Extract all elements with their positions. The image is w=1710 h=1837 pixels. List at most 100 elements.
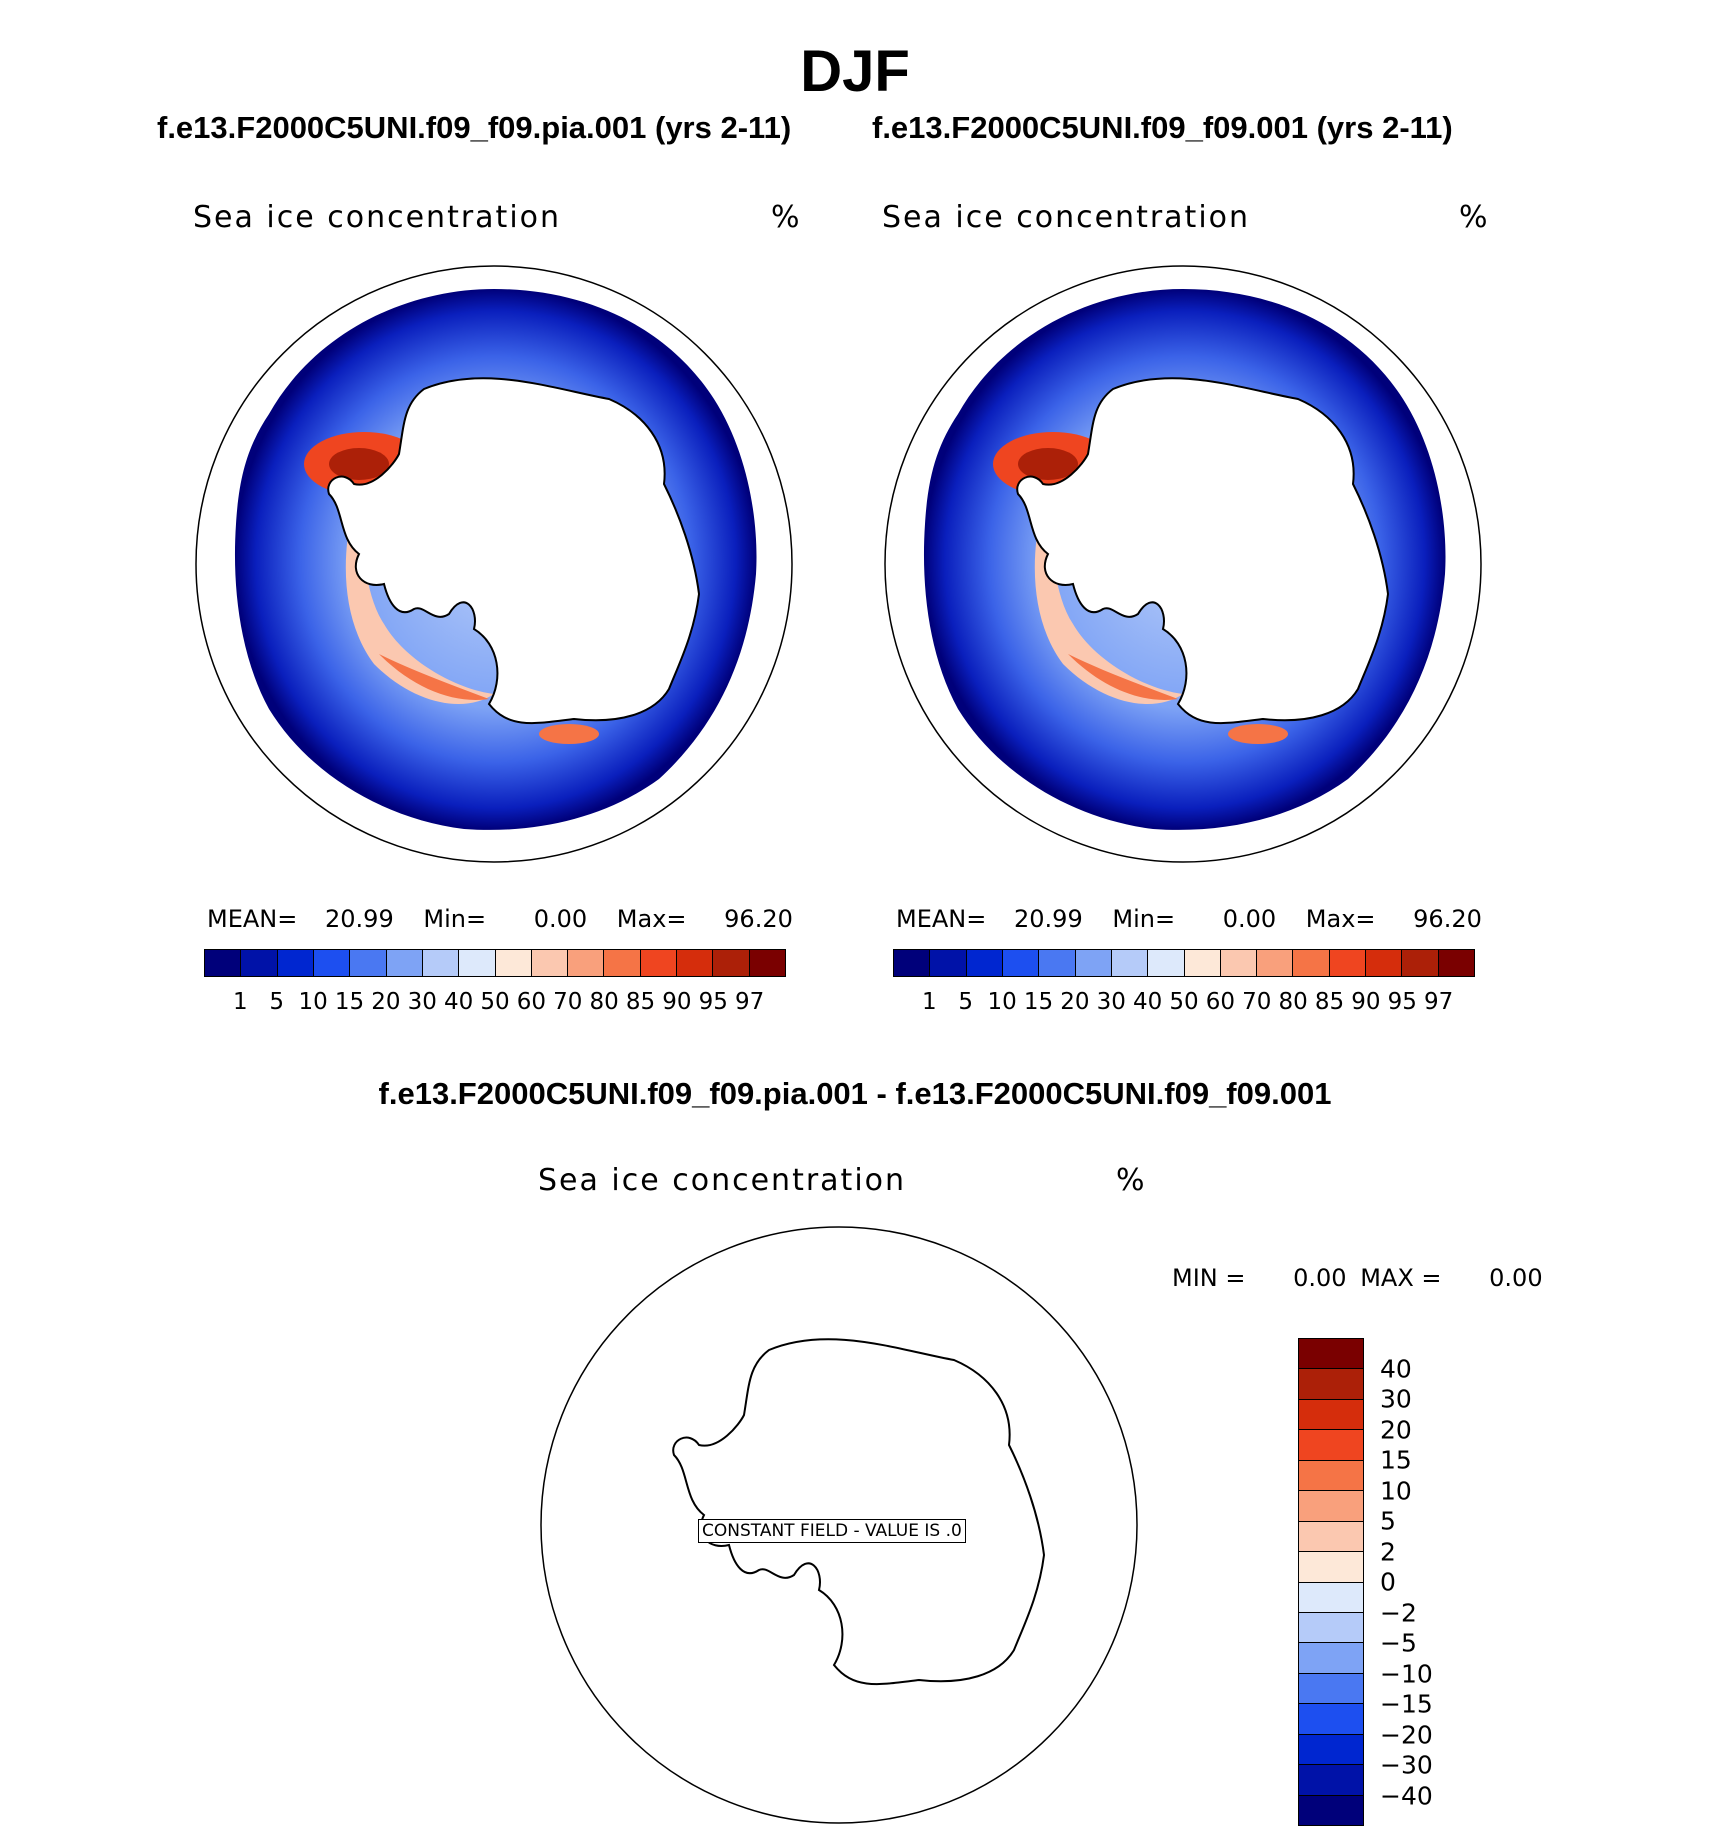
max-value: 0.00 (1489, 1264, 1543, 1292)
map-boundary-right (884, 265, 1482, 863)
colorbar-swatch (1438, 950, 1474, 976)
stats-left: MEAN= 20.99 Min= 0.00 Max= 96.20 (207, 905, 793, 933)
colorbar-tick-label: 30 (1096, 989, 1126, 1015)
colorbar-swatch (277, 950, 314, 976)
colorbar-swatch (1299, 1582, 1363, 1613)
colorbar-swatch (313, 950, 351, 976)
colorbar-swatch (1299, 1673, 1363, 1705)
colorbar-swatch (1220, 950, 1258, 976)
units-label-diff: % (1116, 1163, 1147, 1198)
colorbar-swatch (350, 950, 387, 976)
colorbar-tick-label: 5 (1380, 1506, 1396, 1536)
colorbar-tick-label: 60 (1205, 989, 1236, 1015)
colorbar-swatch (495, 950, 532, 976)
colorbar-swatch (1299, 1734, 1363, 1766)
colorbar-right (893, 949, 1475, 977)
colorbar-tick-label: 40 (1380, 1354, 1412, 1383)
colorbar-tick-label: 15 (1380, 1445, 1412, 1475)
min-label: Min= (423, 905, 487, 933)
colorbar-swatch (1299, 1369, 1363, 1400)
colorbar-tick-label: 10 (987, 989, 1017, 1015)
colorbar-left (204, 949, 786, 977)
colorbar-swatch (1299, 1430, 1363, 1461)
colorbar-swatch (1299, 1795, 1363, 1825)
colorbar-swatch (531, 950, 569, 976)
colorbar-swatch (1299, 1552, 1363, 1583)
colorbar-tick-label: 1 (233, 989, 248, 1015)
colorbar-tick-label: 95 (698, 989, 728, 1015)
colorbar-swatch (422, 950, 460, 976)
season-title: DJF (800, 39, 910, 104)
colorbar-tick-label: 90 (1351, 989, 1381, 1015)
colorbar-swatch (1329, 950, 1367, 976)
colorbar-tick-label: −30 (1380, 1750, 1433, 1780)
weddell-sea-ice-core (329, 448, 389, 480)
colorbar-swatch (459, 950, 496, 976)
colorbar-tick-label: 20 (1380, 1415, 1412, 1444)
east-antarctic-ice (1228, 724, 1288, 744)
variable-label-left: Sea ice concentration (193, 200, 562, 235)
colorbar-tick-label: 70 (553, 989, 583, 1015)
mean-value: 20.99 (1014, 905, 1083, 933)
colorbar-tick-label: 90 (662, 989, 692, 1015)
colorbar-swatch (1299, 1765, 1363, 1796)
ross-sea-ice (345, 504, 494, 704)
variable-label-right: Sea ice concentration (882, 200, 1251, 235)
colorbar-swatch (1002, 950, 1040, 976)
colorbar-swatch (568, 950, 605, 976)
colorbar-tick-label: 85 (625, 989, 656, 1015)
colorbar-swatch (894, 950, 931, 976)
east-antarctic-ice (539, 724, 599, 744)
ross-ice-shelf-edge (1068, 654, 1178, 700)
colorbar-swatch (1299, 1460, 1363, 1492)
max-label: Max= (1305, 905, 1376, 933)
map-panel-difference (540, 1226, 1138, 1824)
colorbar-tick-label: −20 (1380, 1720, 1433, 1749)
colorbar-difference-ticks: 40 30 20 15 10 5 2 0 −2 −5 −10 −15 −20 −30 −40 (1380, 1338, 1470, 1826)
colorbar-swatch (1299, 1339, 1363, 1370)
units-label-right: % (1459, 200, 1490, 235)
colorbar-swatch (1299, 1643, 1363, 1674)
colorbar-tick-label: 70 (1242, 989, 1272, 1015)
max-label: MAX = (1360, 1264, 1442, 1292)
colorbar-swatch (930, 950, 967, 976)
difference-title: f.e13.F2000C5UNI.f09_f09.pia.001 - f.e13… (378, 1076, 1332, 1111)
colorbar-swatch (1039, 950, 1076, 976)
ross-sea-ice (1034, 504, 1183, 704)
colorbar-swatch (1075, 950, 1112, 976)
colorbar-tick-label: 80 (589, 989, 619, 1015)
colorbar-tick-label: 5 (269, 989, 285, 1015)
colorbar-tick-label: 0 (1380, 1567, 1396, 1597)
colorbar-tick-label: 50 (1169, 989, 1199, 1015)
colorbar-swatch (1299, 1521, 1363, 1553)
units-label-left: % (771, 200, 802, 235)
constant-field-label: CONSTANT FIELD - VALUE IS .0 (698, 1519, 966, 1543)
colorbar-swatch (241, 950, 278, 976)
colorbar-tick-label: 80 (1278, 989, 1308, 1015)
variable-label-diff: Sea ice concentration (538, 1163, 907, 1198)
colorbar-swatch (713, 950, 750, 976)
max-value: 96.20 (724, 905, 793, 933)
stats-right: MEAN= 20.99 Min= 0.00 Max= 96.20 (896, 905, 1482, 933)
ross-ice-shelf-edge (379, 654, 489, 700)
colorbar-tick-label: 20 (371, 989, 401, 1015)
colorbar-tick-label: 15 (1023, 989, 1054, 1015)
colorbar-swatch (640, 950, 678, 976)
colorbar-swatch (1299, 1399, 1363, 1431)
colorbar-swatch (1148, 950, 1185, 976)
map-boundary-diff (540, 1226, 1138, 1824)
colorbar-tick-label: 85 (1314, 989, 1345, 1015)
max-value: 96.20 (1413, 905, 1482, 933)
colorbar-swatch (1299, 1612, 1363, 1644)
map-panel-left (195, 265, 793, 863)
colorbar-swatch (1402, 950, 1439, 976)
colorbar-swatch (1366, 950, 1403, 976)
colorbar-tick-label: 60 (516, 989, 547, 1015)
colorbar-swatch (1111, 950, 1149, 976)
colorbar-swatch (386, 950, 423, 976)
case-title-left: f.e13.F2000C5UNI.f09_f09.pia.001 (yrs 2-… (157, 110, 792, 145)
colorbar-tick-label: −15 (1380, 1689, 1433, 1719)
case-title-right: f.e13.F2000C5UNI.f09_f09.001 (yrs 2-11) (872, 110, 1453, 145)
mean-label: MEAN= (207, 905, 298, 933)
colorbar-swatch (604, 950, 641, 976)
